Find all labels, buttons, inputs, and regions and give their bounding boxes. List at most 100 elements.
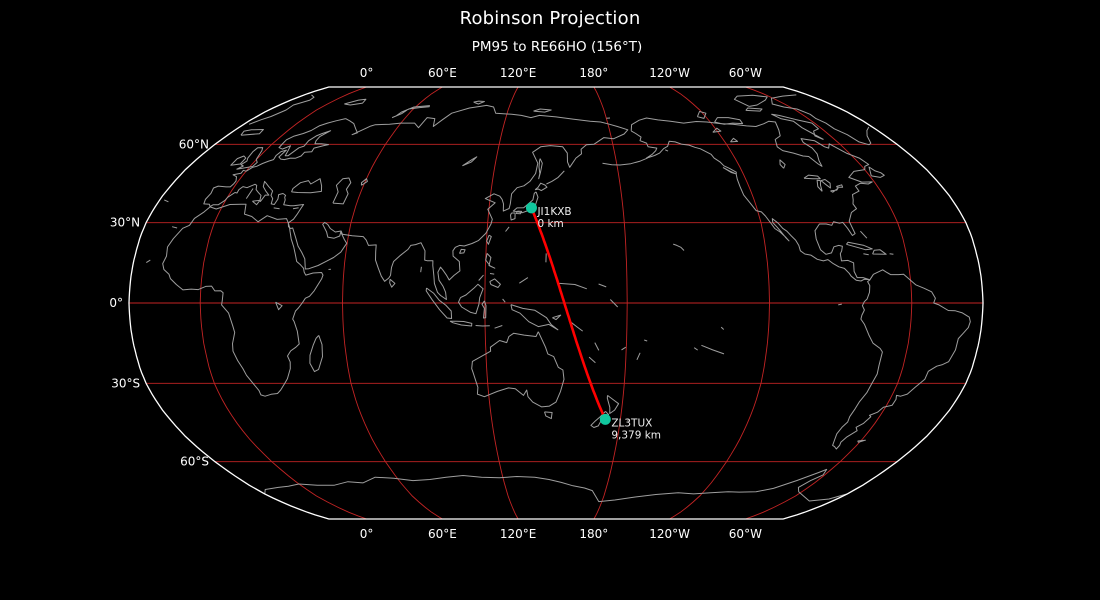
left-tick-label: 30°S <box>111 376 140 390</box>
coastline <box>240 129 264 136</box>
coastline <box>236 147 264 170</box>
coastline <box>458 283 484 315</box>
origin-callsign-label: JI1KXB <box>536 206 571 218</box>
coastline <box>630 117 873 282</box>
coastline <box>486 234 492 245</box>
coastline <box>391 105 430 119</box>
coastline <box>245 188 254 199</box>
coastline <box>510 212 516 221</box>
coastline <box>389 278 396 288</box>
left-tick-label: 60°S <box>180 455 209 469</box>
coastline <box>519 277 529 284</box>
route-path <box>530 206 607 421</box>
coastline <box>846 241 873 251</box>
coastline <box>673 243 685 251</box>
coastline <box>252 199 261 206</box>
bottom-tick-label: 0° <box>360 527 374 541</box>
map-outline <box>128 86 984 520</box>
destination-distance-label: 9,379 km <box>611 429 661 441</box>
chart-title: Robinson Projection <box>459 8 641 29</box>
coastline <box>832 269 971 450</box>
coastline <box>264 468 848 503</box>
bottom-tick-label: 180° <box>579 527 608 541</box>
top-tick-label: 0° <box>360 66 374 80</box>
coastline <box>857 439 866 443</box>
coastline <box>664 149 669 152</box>
coastline <box>816 179 823 192</box>
origin-distance-label: 0 km <box>537 218 563 230</box>
coastline <box>425 287 453 319</box>
coastline <box>344 98 367 106</box>
coastline <box>552 314 562 321</box>
coastline <box>248 94 872 146</box>
coastline <box>712 127 722 133</box>
coastline <box>594 342 600 351</box>
coastline <box>803 174 821 180</box>
coastline <box>722 167 737 175</box>
coastline <box>291 178 323 194</box>
coastline <box>838 303 842 306</box>
coastline <box>868 166 885 178</box>
meridian-line <box>342 86 443 520</box>
coastline <box>889 253 894 255</box>
coastline <box>693 347 698 351</box>
coastline <box>730 137 739 143</box>
coastline <box>273 207 280 210</box>
coastline <box>621 346 627 351</box>
coastline <box>489 273 495 275</box>
coastline <box>515 210 523 215</box>
meridian-line <box>745 86 913 520</box>
meridian-line <box>199 86 367 520</box>
coastline <box>830 187 839 193</box>
destination-marker <box>599 413 611 425</box>
bottom-tick-label: 120°W <box>649 527 690 541</box>
bottom-tick-label: 120°E <box>500 527 537 541</box>
coastline <box>636 352 641 361</box>
coastline <box>494 325 503 329</box>
coastline <box>292 207 299 210</box>
coastline <box>779 159 786 169</box>
coastline <box>475 325 490 327</box>
coastline <box>609 299 619 308</box>
coastline <box>771 113 824 140</box>
origin-marker <box>525 202 537 214</box>
coastline <box>510 304 559 331</box>
coastline <box>459 248 466 254</box>
coastline <box>146 259 151 264</box>
coastline <box>473 100 485 105</box>
top-tick-label: 120°W <box>649 66 690 80</box>
coastline <box>872 249 887 255</box>
coastline <box>720 326 725 330</box>
top-tick-label: 60°W <box>729 66 762 80</box>
coastline <box>502 298 506 303</box>
left-tick-label: 60°N <box>179 137 209 151</box>
meridian-line <box>593 86 628 520</box>
coastline <box>602 157 648 166</box>
coastline <box>745 107 763 112</box>
coastline <box>644 339 648 342</box>
coastline <box>462 156 478 167</box>
coastline <box>863 253 869 256</box>
coastline <box>420 266 422 273</box>
coastline <box>332 177 352 205</box>
top-tick-label: 180° <box>579 66 608 80</box>
coastline <box>162 203 324 397</box>
coastline <box>714 117 744 125</box>
coastline <box>203 104 629 300</box>
coastline <box>360 178 368 186</box>
coastline <box>309 335 323 373</box>
coastline <box>534 182 548 192</box>
coastline <box>544 411 553 420</box>
coastline <box>627 419 629 422</box>
coastline <box>489 278 501 288</box>
coastline <box>538 158 543 180</box>
left-tick-label: 30°N <box>110 216 140 230</box>
coastline <box>820 179 831 189</box>
left-tick-label: 0° <box>109 296 123 310</box>
chart-subtitle: PM95 to RE66HO (156°T) <box>471 39 643 55</box>
coastline <box>559 282 587 290</box>
coastline <box>588 356 596 364</box>
coastline <box>733 94 768 107</box>
coastline <box>163 199 169 203</box>
